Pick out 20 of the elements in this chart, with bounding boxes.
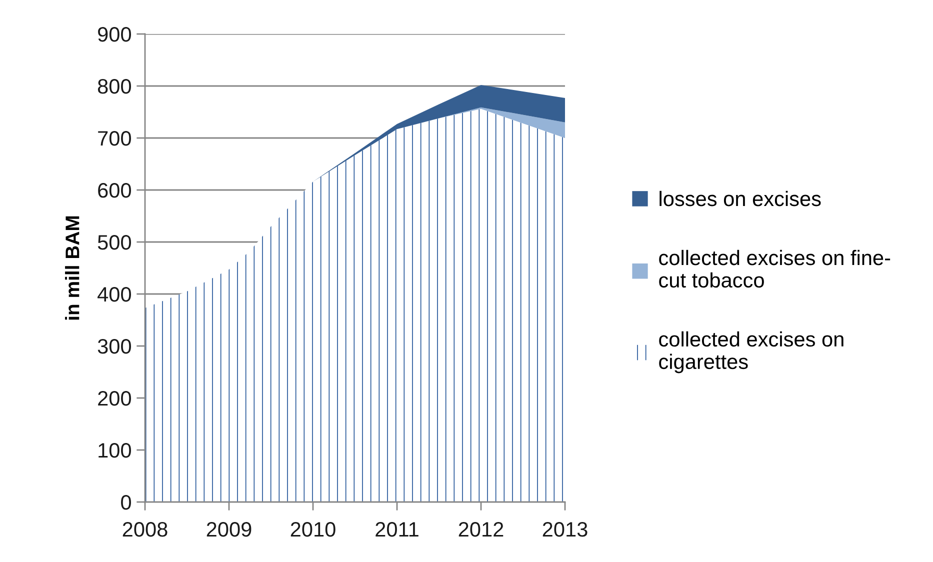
y-tick-label: 400 [98, 287, 131, 302]
x-tick-label: 2009 [206, 522, 252, 537]
y-tick-label: 600 [98, 183, 131, 198]
legend-label: collected excises on fine-cut tobacco [659, 250, 890, 288]
x-tick-label: 2013 [542, 522, 588, 537]
y-tick-label: 800 [98, 79, 131, 94]
x-tick-label: 2011 [376, 522, 418, 537]
y-tick-label: 200 [98, 391, 131, 406]
y-tick-label: 300 [98, 339, 131, 354]
legend-label: collected excises on cigarettes [659, 331, 844, 374]
y-tick-label: 700 [98, 131, 131, 146]
x-tick-label: 2010 [290, 522, 336, 537]
y-tick-label: 100 [98, 443, 131, 458]
x-tick-label: 2012 [458, 522, 504, 537]
y-axis-title: in mill BAM [65, 216, 80, 320]
y-tick-label: 0 [121, 495, 131, 510]
x-tick-label: 2008 [122, 522, 168, 537]
legend-label: losses on excises [660, 190, 821, 206]
y-tick-label: 500 [98, 235, 131, 250]
y-tick-label: 900 [98, 27, 131, 42]
